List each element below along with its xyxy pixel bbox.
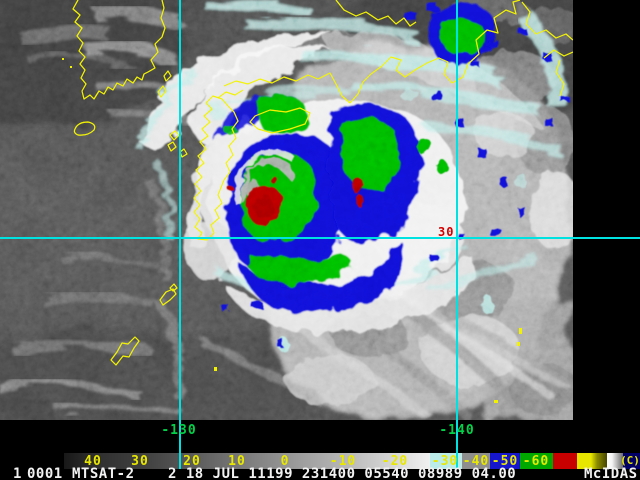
colorbar-tick: -30 <box>431 454 459 469</box>
colorbar-tick: 0 <box>280 454 290 469</box>
longitude-gridline-130 <box>179 0 181 469</box>
colorbar-tick: 20 <box>183 454 201 469</box>
colorbar-tick: 30 <box>131 454 149 469</box>
colorbar-tick: -40 <box>462 454 490 469</box>
colorbar-tick: 40 <box>84 454 102 469</box>
colorbar-tick: -10 <box>329 454 357 469</box>
colorbar-tick: -20 <box>381 454 409 469</box>
temperature-colorbar <box>64 453 640 469</box>
frame-index: 1 <box>13 466 22 480</box>
mcidas-brand: McIDAS <box>584 466 638 480</box>
satellite-image <box>0 0 573 420</box>
satellite-name: MTSAT-2 <box>72 466 135 480</box>
longitude-label: -140 <box>439 423 475 438</box>
colorbar-unit-label: (C) <box>620 454 640 467</box>
latitude-gridline-30 <box>0 237 640 239</box>
image-number: 0001 <box>27 466 63 480</box>
datetime-fields: 2 18 JUL 11199 231400 05540 08989 04.00 <box>168 466 517 480</box>
latitude-label: 30 <box>438 225 455 239</box>
colorbar-tick: 10 <box>228 454 246 469</box>
longitude-label: -130 <box>161 423 197 438</box>
colorbar-tick: -60 <box>522 454 550 469</box>
longitude-gridline-140 <box>456 0 458 469</box>
colorbar-tick: -50 <box>491 454 519 469</box>
mottle-texture <box>0 0 573 420</box>
